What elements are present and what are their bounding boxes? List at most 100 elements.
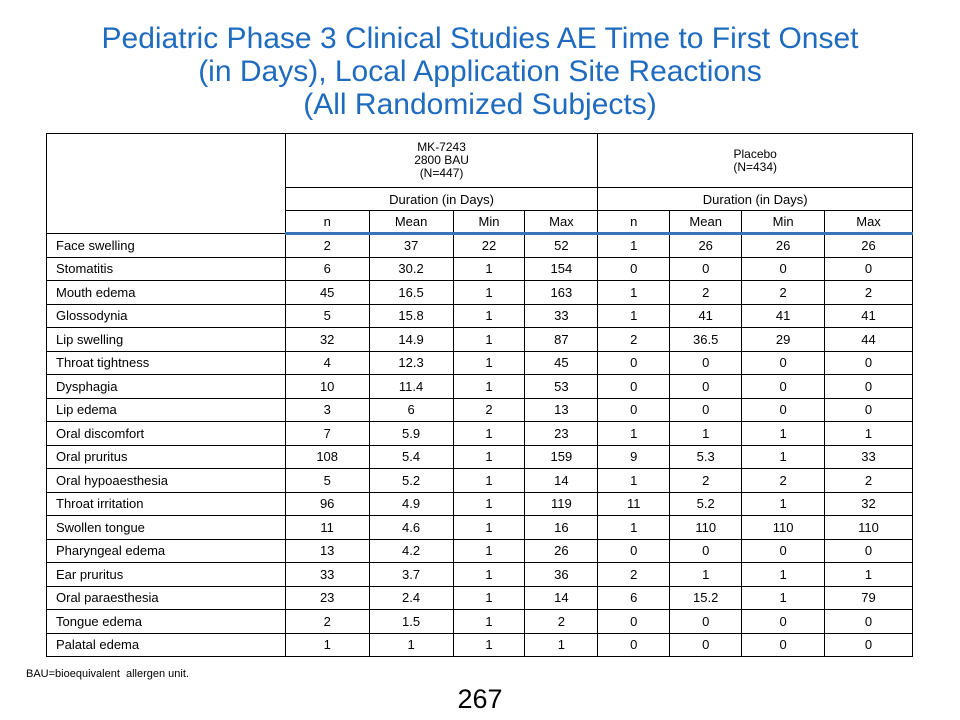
value-cell: 12.3 [368,350,454,375]
placebo-group-header: Placebo (N=434) [597,133,913,188]
value-cell: 14.9 [368,327,454,352]
table-row: Face swelling 2 37 22 52 1 26 26 26 [46,233,913,258]
value-cell: 0 [824,538,913,563]
value-cell: 45 [284,280,370,305]
value-cell: 5 [284,303,370,328]
value-cell: 13 [284,538,370,563]
value-cell: 33 [524,303,599,328]
ae-onset-table: MK-7243 2800 BAU (N=447) Placebo (N=434)… [46,133,913,657]
value-cell: 1 [452,491,526,516]
table-row: Oral paraesthesia 23 2.4 1 14 6 15.2 1 79 [46,585,913,610]
value-cell: 1 [524,632,599,657]
value-cell: 30.2 [368,256,454,281]
value-cell: 26 [741,233,826,258]
ae-term-cell: Glossodynia [46,303,286,328]
value-cell: 4 [284,350,370,375]
value-cell: 52 [524,233,599,258]
value-cell: 0 [669,374,743,399]
value-cell: 1 [597,515,671,540]
value-cell: 11 [284,515,370,540]
value-cell: 2 [669,280,743,305]
ae-term-cell: Face swelling [46,233,286,258]
table-row: Lip swelling 32 14.9 1 87 2 36.5 29 44 [46,327,913,352]
value-cell: 33 [824,444,913,469]
value-cell: 33 [284,562,370,587]
ae-term-cell: Throat irritation [46,491,286,516]
value-cell: 22 [452,233,526,258]
ae-term-cell: Lip swelling [46,327,286,352]
value-cell: 36.5 [669,327,743,352]
value-cell: 1 [452,374,526,399]
value-cell: 0 [597,538,671,563]
ae-term-cell: Pharyngeal edema [46,538,286,563]
value-cell: 0 [741,256,826,281]
value-cell: 1 [824,421,913,446]
page-number: 267 [457,684,503,714]
value-cell: 6 [368,397,454,422]
value-cell: 2 [524,609,599,634]
value-cell: 0 [669,256,743,281]
value-cell: 26 [669,233,743,258]
value-cell: 0 [741,609,826,634]
value-cell: 41 [741,303,826,328]
ae-term-cell: Palatal edema [46,632,286,657]
placebo-name: Placebo [733,146,777,161]
value-cell: 0 [669,632,743,657]
value-cell: 163 [524,280,599,305]
value-cell: 0 [597,256,671,281]
value-cell: 4.2 [368,538,454,563]
column-header: Mean [669,210,743,235]
ae-term-cell: Oral hypoaesthesia [46,468,286,493]
value-cell: 11.4 [368,374,454,399]
value-cell: 0 [741,374,826,399]
ae-term-cell: Swollen tongue [46,515,286,540]
value-cell: 1 [452,585,526,610]
ae-term-cell: Stomatitis [46,256,286,281]
ae-term-cell: Throat tightness [46,350,286,375]
value-cell: 0 [741,397,826,422]
value-cell: 5 [284,468,370,493]
value-cell: 1 [669,562,743,587]
value-cell: 4.9 [368,491,454,516]
treatment-dose: 2800 BAU [414,153,469,167]
value-cell: 0 [597,374,671,399]
value-cell: 1 [741,491,826,516]
value-cell: 119 [524,491,599,516]
value-cell: 2 [452,397,526,422]
value-cell: 1 [452,327,526,352]
value-cell: 14 [524,585,599,610]
treatment-n: (N=447) [419,166,464,180]
value-cell: 159 [524,444,599,469]
value-cell: 36 [524,562,599,587]
value-cell: 26 [524,538,599,563]
table-row: Palatal edema 1 1 1 1 0 0 0 0 [46,632,913,657]
slide-title: Pediatric Phase 3 Clinical Studies AE Ti… [0,22,960,121]
value-cell: 79 [824,585,913,610]
value-cell: 1 [284,632,370,657]
table-row: Tongue edema 2 1.5 1 2 0 0 0 0 [46,609,913,634]
column-header: n [284,210,370,235]
value-cell: 1 [368,632,454,657]
value-cell: 2 [284,609,370,634]
placebo-duration-header: Duration (in Days) [597,187,913,211]
value-cell: 0 [741,350,826,375]
value-cell: 6 [284,256,370,281]
table-body: Face swelling 2 37 22 52 1 26 26 26 Stomatitis 6 30… [46,233,913,657]
table-row: Pharyngeal edema 13 4.2 1 26 0 0 0 0 [46,538,913,563]
title-line-1: Pediatric Phase 3 Clinical Studies AE Ti… [101,22,859,55]
ae-term-cell: Oral discomfort [46,421,286,446]
table-row: Throat irritation 96 4.9 1 119 11 5.2 1 32 [46,491,913,516]
column-header: Min [452,210,526,235]
value-cell: 3 [284,397,370,422]
value-cell: 1 [452,609,526,634]
value-cell: 7 [284,421,370,446]
value-cell: 15.8 [368,303,454,328]
ae-term-cell: Ear pruritus [46,562,286,587]
value-cell: 0 [597,609,671,634]
table-row: Oral discomfort 7 5.9 1 23 1 1 1 1 [46,421,913,446]
column-header: Min [741,210,826,235]
value-cell: 1 [741,585,826,610]
value-cell: 11 [597,491,671,516]
value-cell: 0 [824,256,913,281]
value-cell: 1 [597,468,671,493]
